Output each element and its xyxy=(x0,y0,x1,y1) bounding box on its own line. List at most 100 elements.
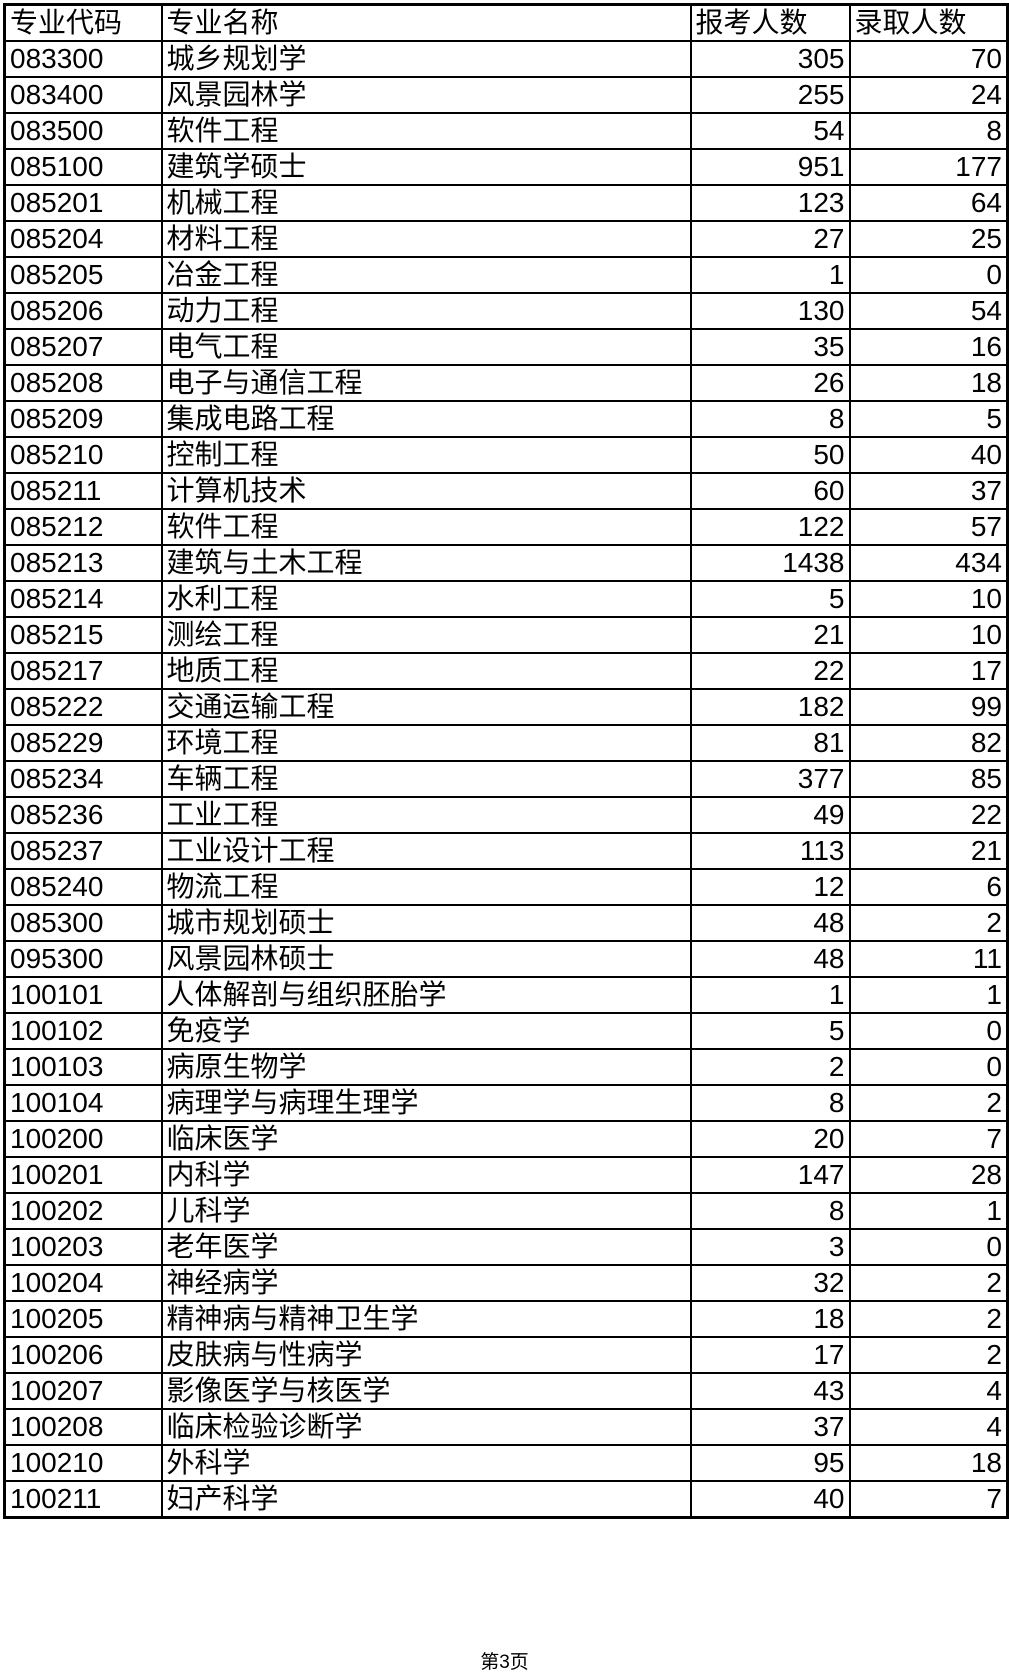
admitted-cell: 18 xyxy=(848,1444,1009,1482)
table-row: 100204 神经病学 32 2 xyxy=(3,1264,1009,1302)
table-row: 085208 电子与通信工程 26 18 xyxy=(3,364,1009,402)
major-name-cell: 皮肤病与性病学 xyxy=(160,1336,692,1374)
major-code-cell: 085210 xyxy=(3,436,163,474)
table-row: 085204 材料工程 27 25 xyxy=(3,220,1009,258)
admitted-cell: 7 xyxy=(848,1120,1009,1158)
major-name-cell: 风景园林学 xyxy=(160,76,692,114)
major-name-cell: 物流工程 xyxy=(160,868,692,906)
major-name-cell: 动力工程 xyxy=(160,292,692,330)
admitted-cell: 54 xyxy=(848,292,1009,330)
major-name-cell: 临床检验诊断学 xyxy=(160,1408,692,1446)
major-code-cell: 085201 xyxy=(3,184,163,222)
applicants-cell: 54 xyxy=(689,112,851,150)
major-code-cell: 085214 xyxy=(3,580,163,618)
admitted-cell: 8 xyxy=(848,112,1009,150)
major-code-cell: 085206 xyxy=(3,292,163,330)
table-row: 085212 软件工程 122 57 xyxy=(3,508,1009,546)
table-row: 085240 物流工程 12 6 xyxy=(3,868,1009,906)
header-major-code: 专业代码 xyxy=(3,3,163,42)
applicants-cell: 1438 xyxy=(689,544,851,582)
header-admitted: 录取人数 xyxy=(848,3,1009,42)
table-row: 100201 内科学 147 28 xyxy=(3,1156,1009,1194)
major-name-cell: 测绘工程 xyxy=(160,616,692,654)
admitted-cell: 434 xyxy=(848,544,1009,582)
table-row: 100206 皮肤病与性病学 17 2 xyxy=(3,1336,1009,1374)
applicants-cell: 12 xyxy=(689,868,851,906)
major-code-cell: 100204 xyxy=(3,1264,163,1302)
major-name-cell: 病理学与病理生理学 xyxy=(160,1084,692,1122)
table-row: 100205 精神病与精神卫生学 18 2 xyxy=(3,1300,1009,1338)
admitted-cell: 99 xyxy=(848,688,1009,726)
major-name-cell: 神经病学 xyxy=(160,1264,692,1302)
major-name-cell: 控制工程 xyxy=(160,436,692,474)
admitted-cell: 70 xyxy=(848,40,1009,78)
admitted-cell: 85 xyxy=(848,760,1009,798)
applicants-cell: 60 xyxy=(689,472,851,510)
major-name-cell: 水利工程 xyxy=(160,580,692,618)
major-name-cell: 精神病与精神卫生学 xyxy=(160,1300,692,1338)
table-row: 085209 集成电路工程 8 5 xyxy=(3,400,1009,438)
major-code-cell: 085209 xyxy=(3,400,163,438)
admitted-cell: 10 xyxy=(848,616,1009,654)
applicants-cell: 35 xyxy=(689,328,851,366)
major-name-cell: 城乡规划学 xyxy=(160,40,692,78)
major-code-cell: 085237 xyxy=(3,832,163,870)
table-row: 100207 影像医学与核医学 43 4 xyxy=(3,1372,1009,1410)
major-name-cell: 影像医学与核医学 xyxy=(160,1372,692,1410)
admitted-cell: 2 xyxy=(848,1264,1009,1302)
table-row: 100211 妇产科学 40 7 xyxy=(3,1480,1009,1519)
major-code-cell: 100103 xyxy=(3,1048,163,1086)
major-code-cell: 083300 xyxy=(3,40,163,78)
applicants-cell: 5 xyxy=(689,580,851,618)
major-name-cell: 城市规划硕士 xyxy=(160,904,692,942)
major-code-cell: 100206 xyxy=(3,1336,163,1374)
major-code-cell: 100205 xyxy=(3,1300,163,1338)
major-code-cell: 085236 xyxy=(3,796,163,834)
table-row: 085215 测绘工程 21 10 xyxy=(3,616,1009,654)
admitted-cell: 7 xyxy=(848,1480,1009,1519)
table-row: 085210 控制工程 50 40 xyxy=(3,436,1009,474)
major-name-cell: 妇产科学 xyxy=(160,1480,692,1519)
table-row: 095300 风景园林硕士 48 11 xyxy=(3,940,1009,978)
admitted-cell: 40 xyxy=(848,436,1009,474)
admitted-cell: 4 xyxy=(848,1408,1009,1446)
table-row: 083400 风景园林学 255 24 xyxy=(3,76,1009,114)
table-row: 100101 人体解剖与组织胚胎学 1 1 xyxy=(3,976,1009,1014)
admitted-cell: 2 xyxy=(848,1336,1009,1374)
admitted-cell: 64 xyxy=(848,184,1009,222)
table-row: 083500 软件工程 54 8 xyxy=(3,112,1009,150)
admitted-cell: 11 xyxy=(848,940,1009,978)
major-name-cell: 儿科学 xyxy=(160,1192,692,1230)
major-name-cell: 风景园林硕士 xyxy=(160,940,692,978)
major-name-cell: 电气工程 xyxy=(160,328,692,366)
applicants-cell: 305 xyxy=(689,40,851,78)
major-code-cell: 100202 xyxy=(3,1192,163,1230)
page-number: 第3页 xyxy=(480,1652,529,1673)
applicants-cell: 2 xyxy=(689,1048,851,1086)
table-row: 085222 交通运输工程 182 99 xyxy=(3,688,1009,726)
applicants-cell: 255 xyxy=(689,76,851,114)
applicants-cell: 27 xyxy=(689,220,851,258)
applicants-cell: 951 xyxy=(689,148,851,186)
admitted-cell: 10 xyxy=(848,580,1009,618)
major-code-cell: 100208 xyxy=(3,1408,163,1446)
header-applicants: 报考人数 xyxy=(689,3,851,42)
applicants-cell: 377 xyxy=(689,760,851,798)
major-name-cell: 建筑学硕士 xyxy=(160,148,692,186)
major-code-cell: 085204 xyxy=(3,220,163,258)
major-name-cell: 软件工程 xyxy=(160,508,692,546)
major-code-cell: 085222 xyxy=(3,688,163,726)
applicants-cell: 95 xyxy=(689,1444,851,1482)
major-name-cell: 冶金工程 xyxy=(160,256,692,294)
applicants-cell: 147 xyxy=(689,1156,851,1194)
table-row: 085300 城市规划硕士 48 2 xyxy=(3,904,1009,942)
table-row: 085229 环境工程 81 82 xyxy=(3,724,1009,762)
applicants-cell: 26 xyxy=(689,364,851,402)
admitted-cell: 6 xyxy=(848,868,1009,906)
admitted-cell: 1 xyxy=(848,976,1009,1014)
major-name-cell: 计算机技术 xyxy=(160,472,692,510)
table-row: 100102 免疫学 5 0 xyxy=(3,1012,1009,1050)
admitted-cell: 2 xyxy=(848,1084,1009,1122)
table-row: 085213 建筑与土木工程 1438 434 xyxy=(3,544,1009,582)
major-name-cell: 免疫学 xyxy=(160,1012,692,1050)
